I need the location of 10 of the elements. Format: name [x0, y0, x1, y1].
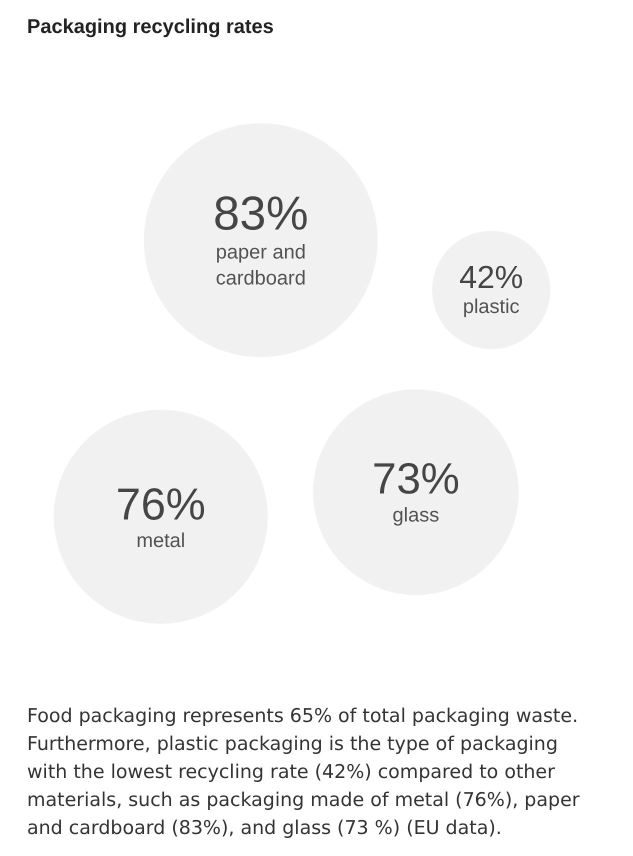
- text: Food packaging represents 65% of total packaging waste. Furthermore, plastic packaging is the type of packaging with the lowest recycling rate (42%) compared to other materials, such as packaging made of metal (76%), paper and cardboard (83%), and glass (73 %) (EU data).: [27, 704, 581, 841]
- data-label: 73%: [372, 454, 460, 504]
- data-label: 76%: [116, 478, 206, 530]
- category-label: metal: [136, 530, 186, 552]
- data-label: 83%: [213, 188, 308, 241]
- data-label: 42%: [459, 259, 524, 295]
- category-label: paper and cardboard: [216, 242, 306, 290]
- text: Packaging recycling rates: [27, 16, 274, 39]
- category-label: glass: [392, 504, 440, 527]
- category-label: plastic: [462, 296, 520, 318]
